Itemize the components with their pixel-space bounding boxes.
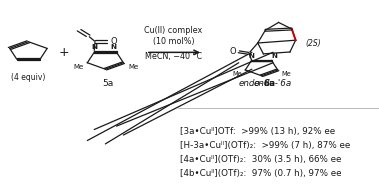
Text: [3a•Cuᴵᴵ]OTf:  >99% (13 h), 92% ee: [3a•Cuᴵᴵ]OTf: >99% (13 h), 92% ee	[180, 127, 335, 136]
Text: Me: Me	[282, 71, 291, 77]
Text: N: N	[91, 44, 97, 50]
Text: (4 equiv): (4 equiv)	[11, 73, 45, 82]
Text: endo-: endo-	[238, 79, 263, 88]
Text: Me: Me	[73, 64, 83, 70]
Text: N: N	[271, 53, 277, 59]
Text: (10 mol%): (10 mol%)	[153, 37, 194, 46]
Text: [4b•Cuᴵᴵ](OTf)₂:  97% (0.7 h), 97% ee: [4b•Cuᴵᴵ](OTf)₂: 97% (0.7 h), 97% ee	[180, 169, 341, 178]
Text: (2S): (2S)	[305, 39, 321, 47]
Text: [4a•Cuᴵᴵ](OTf)₂:  30% (3.5 h), 66% ee: [4a•Cuᴵᴵ](OTf)₂: 30% (3.5 h), 66% ee	[180, 155, 341, 164]
Text: N: N	[249, 53, 254, 59]
Text: +: +	[58, 46, 69, 59]
Text: [H-3a•Cuᴵᴵ](OTf)₂:  >99% (7 h), 87% ee: [H-3a•Cuᴵᴵ](OTf)₂: >99% (7 h), 87% ee	[180, 141, 350, 150]
Text: 6a: 6a	[263, 79, 276, 88]
Text: MeCN, −40 °C: MeCN, −40 °C	[145, 52, 202, 61]
Text: N: N	[111, 44, 116, 50]
Text: O: O	[229, 47, 236, 56]
Text: Cu(II) complex: Cu(II) complex	[144, 26, 203, 35]
Text: 5a: 5a	[102, 79, 114, 88]
Text: O: O	[111, 37, 117, 46]
Text: Me: Me	[232, 71, 242, 77]
Text: endo-'6a: endo-'6a	[254, 79, 292, 88]
Text: Me: Me	[128, 64, 138, 70]
